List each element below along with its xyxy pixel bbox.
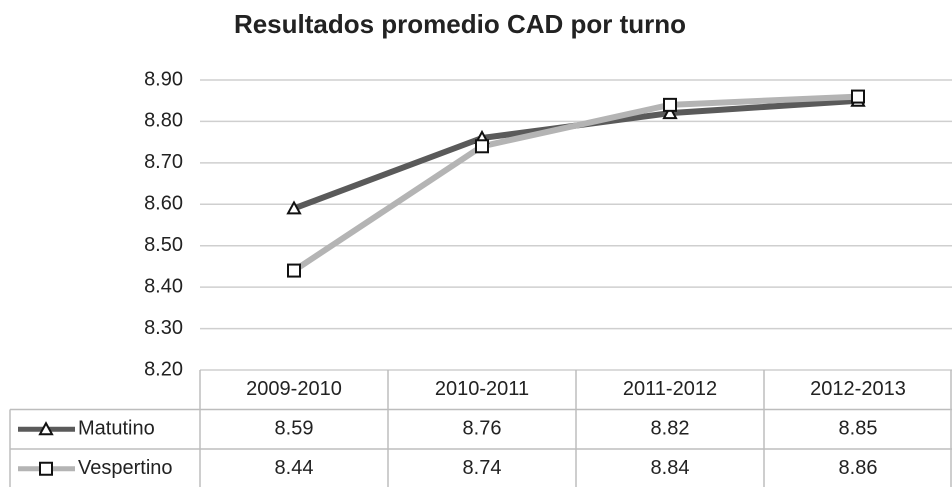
point-marker [851,89,865,104]
table-value: 8.82 [651,418,690,440]
table-value: 8.76 [463,418,502,440]
point-marker [662,105,678,120]
y-tick-label: 8.60 [144,193,183,215]
y-tick-label: 8.70 [144,151,183,173]
x-tick-label: 2010-2011 [435,378,529,400]
y-tick-label: 8.30 [144,317,183,339]
y-tick-label: 8.80 [144,110,183,132]
line [292,97,859,212]
y-tick-label: 8.90 [144,68,183,90]
y-tick-label: 8.40 [144,275,183,297]
legend-label: Matutino [78,418,155,440]
point-marker [287,263,301,278]
x-tick-label: 2011-2012 [623,378,717,400]
legend-marker [39,461,53,476]
point-marker [663,97,677,112]
point-marker [286,200,302,215]
table-value: 8.74 [463,457,502,479]
table-value: 8.85 [839,418,878,440]
y-tick-label: 8.20 [144,358,183,380]
y-tick-label: 8.50 [144,234,183,256]
table-value: 8.44 [275,457,314,479]
table-value: 8.59 [275,418,314,440]
chart-title: Resultados promedio CAD por turno [234,9,686,39]
legend-label: Vespertino [78,457,173,479]
line [292,93,859,274]
table-value: 8.84 [651,457,690,479]
table-value: 8.86 [839,457,878,479]
legend-marker [38,421,54,436]
point-marker [475,139,489,154]
x-tick-label: 2012-2013 [810,378,906,400]
x-tick-label: 2009-2010 [246,378,342,400]
